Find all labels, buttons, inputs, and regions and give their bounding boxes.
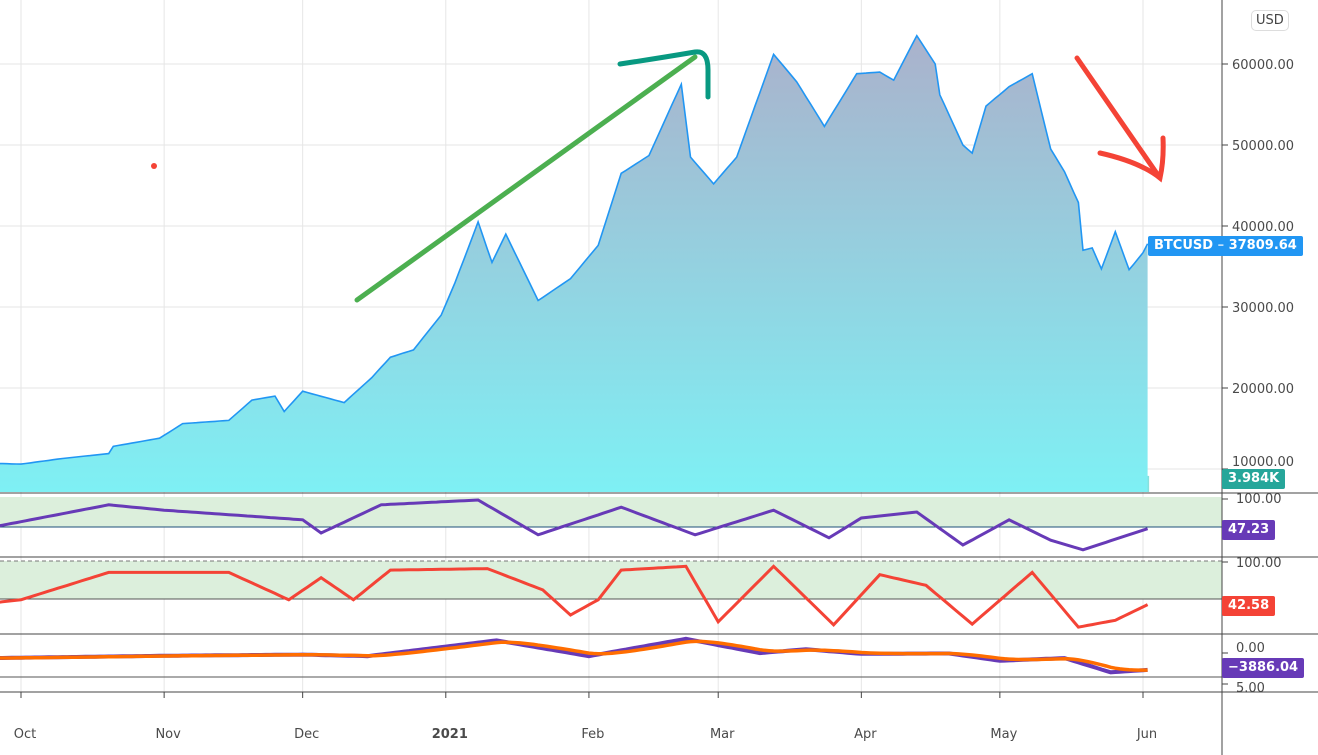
price-tick-label: 50000.00 — [1232, 139, 1294, 154]
volume-bar — [1146, 475, 1150, 492]
rsi-line — [0, 498, 1149, 552]
time-tick-label: May — [990, 727, 1017, 742]
stoch-band — [0, 561, 1222, 599]
stoch-tag: 42.58 — [1222, 596, 1276, 616]
time-tick-label: 2021 — [432, 727, 468, 742]
price-tick-label: 30000.00 — [1232, 301, 1294, 316]
price-tick-label: 40000.00 — [1232, 220, 1294, 235]
time-tick-label: Feb — [581, 727, 604, 742]
pane-tick-label: 0.00 — [1236, 641, 1265, 656]
pane-tick-label: 100.00 — [1236, 556, 1282, 571]
price-tick-label: 60000.00 — [1232, 58, 1294, 73]
macd-tag: −3886.04 — [1222, 658, 1305, 678]
price-line — [0, 34, 1149, 465]
signal-line — [0, 639, 1148, 672]
pane-tick-label: 100.00 — [1236, 492, 1282, 507]
dot-drawing-red — [151, 163, 157, 169]
trend-line-green[interactable] — [354, 54, 698, 303]
time-tick-label: Apr — [854, 727, 877, 742]
price-tag: BTCUSD – 37809.64 — [1148, 236, 1303, 256]
time-tick-label: Dec — [294, 727, 319, 742]
volume-tag: 3.984K — [1222, 469, 1286, 489]
pane-tick-label: 5.00 — [1236, 681, 1265, 696]
time-tick-label: Jun — [1136, 727, 1157, 742]
price-value: 37809.64 — [1228, 238, 1297, 253]
price-tick-label: 10000.00 — [1232, 455, 1294, 470]
arrow-drawing-red[interactable] — [1074, 55, 1166, 183]
time-tick-label: Nov — [155, 727, 181, 742]
time-tick-label: Mar — [710, 727, 735, 742]
time-tick-label: Oct — [14, 727, 36, 742]
currency-button[interactable]: USD — [1251, 10, 1289, 31]
stoch-line — [0, 564, 1149, 629]
price-tick-label: 20000.00 — [1232, 382, 1294, 397]
price-area — [0, 35, 1148, 492]
symbol-label: BTCUSD — [1154, 238, 1214, 253]
axes: 60000.00 50000.00 40000.00 30000.00 20000.00… — [14, 58, 1294, 742]
rsi-tag: 47.23 — [1222, 520, 1276, 540]
brush-drawing-teal[interactable] — [617, 49, 711, 100]
